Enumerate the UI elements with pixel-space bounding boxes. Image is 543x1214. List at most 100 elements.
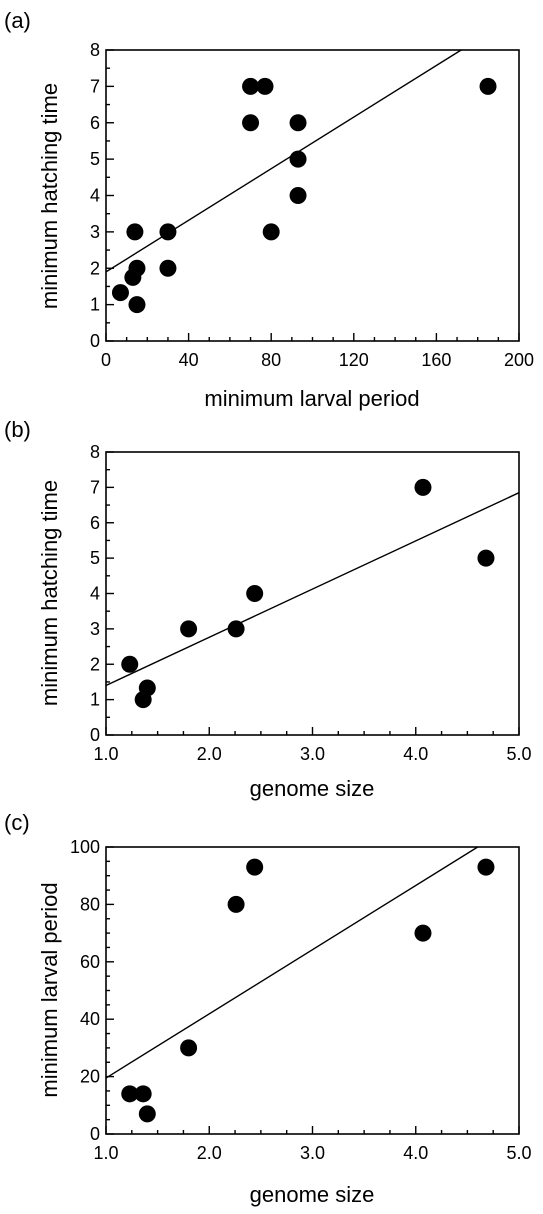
panel-b-y-tick-label: 1: [90, 690, 100, 710]
panel-b-y-tick-label: 5: [90, 548, 100, 568]
panel-a-x-tick-label: 160: [421, 350, 451, 370]
panel-c-data-point: [246, 858, 264, 876]
panel-a-x-tick-label: 40: [179, 350, 199, 370]
panel-b-y-tick-label: 6: [90, 513, 100, 533]
panel-a-data-point: [289, 150, 307, 168]
panel-c-x-tick-label: 3.0: [300, 1143, 325, 1163]
panel-b-y-tick-label: 4: [90, 584, 100, 604]
panel-b-y-tick-label: 8: [90, 442, 100, 462]
panel-c-x-tick-label: 1.0: [93, 1143, 118, 1163]
panel-a-x-tick-label: 200: [504, 350, 534, 370]
panel-a-data-point: [159, 259, 177, 277]
panel-b-data-point: [414, 478, 432, 496]
panel-c-y-tick-label: 60: [80, 952, 100, 972]
panel-c-y-tick-label: 40: [80, 1009, 100, 1029]
panel-a-data-points: [111, 77, 497, 314]
panel-b-y-tick-labels: 0 1 2 3 4 5 6 7 8: [90, 442, 100, 745]
panel-b: (b) 1.0 2.0 3.0 4.0 5.0 0 1 2 3 4 5 6 7 8 genome siz…: [4, 417, 532, 801]
panel-b-data-point: [138, 679, 156, 697]
panel-c-data-point: [134, 1085, 152, 1103]
panel-c-data-point: [414, 924, 432, 942]
panel-b-x-tick-label: 5.0: [506, 744, 531, 764]
panel-b-y-tick-label: 2: [90, 654, 100, 674]
panel-b-label: (b): [4, 417, 31, 442]
panel-b-x-tick-label: 4.0: [403, 744, 428, 764]
panel-c-x-tick-label: 2.0: [197, 1143, 222, 1163]
panel-c-x-axis-title: genome size: [250, 1182, 375, 1207]
panel-b-x-axis-title: genome size: [250, 776, 375, 801]
panel-a-ticks: [105, 49, 520, 342]
panel-c-data-point: [227, 895, 245, 913]
panel-a-y-tick-label: 2: [90, 258, 100, 278]
panel-a-y-tick-labels: 0 1 2 3 4 5 6 7 8: [90, 40, 100, 351]
panel-c-data-point: [180, 1039, 198, 1057]
panel-c-label: (c): [4, 810, 30, 835]
panel-c-y-tick-label: 100: [70, 837, 100, 857]
panel-c-x-tick-label: 5.0: [506, 1143, 531, 1163]
panel-a-y-axis-title: minimum hatching time: [37, 83, 62, 309]
panel-a-data-point: [262, 223, 280, 241]
panel-b-x-tick-label: 2.0: [197, 744, 222, 764]
panel-a-y-tick-label: 7: [90, 76, 100, 96]
panel-b-ticks: [105, 451, 520, 736]
panel-c-data-points: [121, 858, 495, 1123]
panel-a-y-tick-label: 1: [90, 295, 100, 315]
panel-b-y-tick-label: 0: [90, 725, 100, 745]
panel-b-regression-line: [105, 492, 520, 687]
panel-a-x-tick-label: 80: [261, 350, 281, 370]
panel-b-x-tick-labels: 1.0 2.0 3.0 4.0 5.0: [93, 744, 531, 764]
panel-c-data-point: [121, 1085, 139, 1103]
panel-a-x-tick-labels: 0 40 80 120 160 200: [101, 350, 534, 370]
panel-c-x-tick-label: 4.0: [403, 1143, 428, 1163]
panel-a-y-tick-label: 3: [90, 222, 100, 242]
panel-b-data-point: [246, 585, 264, 602]
panel-b-data-point: [227, 620, 245, 638]
panel-c-y-tick-label: 80: [80, 894, 100, 914]
panel-b-data-point: [477, 549, 495, 567]
panel-a-plot-frame: [105, 49, 520, 342]
panel-a-label: (a): [4, 8, 31, 33]
panel-c-y-tick-label: 0: [90, 1124, 100, 1144]
panel-a: (a) 0 40 80 120 160 200 0 1 2 3 4 5 6 7 8 minimum lar…: [4, 8, 534, 411]
panel-b-y-tick-label: 7: [90, 477, 100, 497]
panel-a-y-tick-label: 5: [90, 149, 100, 169]
panel-a-data-point: [128, 296, 146, 314]
panel-c-y-tick-labels: 0 20 40 60 80 100: [70, 837, 100, 1144]
panel-b-x-tick-label: 3.0: [300, 744, 325, 764]
panel-c-ticks: [105, 846, 520, 1135]
panel-a-y-tick-label: 4: [90, 186, 100, 206]
panel-b-plot-frame: [105, 451, 520, 736]
panel-a-data-point: [126, 223, 144, 241]
panel-a-data-point: [289, 114, 307, 132]
panel-c-data-point: [138, 1105, 156, 1123]
panel-c-x-tick-labels: 1.0 2.0 3.0 4.0 5.0: [93, 1143, 531, 1163]
panel-c-y-tick-label: 20: [80, 1067, 100, 1087]
panel-b-y-tick-label: 3: [90, 619, 100, 639]
panel-b-data-points: [121, 478, 495, 709]
panel-a-data-point: [479, 77, 497, 95]
panel-a-y-tick-label: 0: [90, 331, 100, 351]
panel-a-y-tick-label: 8: [90, 40, 100, 60]
panel-b-data-point: [180, 620, 198, 638]
panel-a-y-tick-label: 6: [90, 113, 100, 133]
panel-c-y-axis-title: minimum larval period: [37, 882, 62, 1097]
panel-b-x-tick-label: 1.0: [93, 744, 118, 764]
panel-a-data-point: [242, 77, 260, 95]
panel-b-data-point: [121, 655, 139, 673]
panel-c-regression-line: [105, 846, 479, 1079]
panel-a-data-point: [242, 114, 260, 132]
panel-a-data-point: [256, 77, 274, 95]
panel-b-y-axis-title: minimum hatching time: [37, 480, 62, 706]
panel-a-x-axis-title: minimum larval period: [204, 386, 419, 411]
panel-a-data-point: [289, 187, 307, 204]
panel-a-data-point: [128, 259, 146, 277]
panel-a-x-tick-label: 0: [101, 350, 111, 370]
panel-c-plot-frame: [105, 846, 520, 1135]
panel-a-data-point: [111, 284, 129, 302]
panel-a-data-point: [159, 223, 177, 241]
panel-a-regression-line: [105, 49, 462, 273]
panel-a-x-tick-label: 120: [339, 350, 369, 370]
panel-c-data-point: [477, 858, 495, 876]
panel-c: (c) 1.0 2.0 3.0 4.0 5.0 0 20 40 60 80 100 genome …: [4, 810, 532, 1207]
